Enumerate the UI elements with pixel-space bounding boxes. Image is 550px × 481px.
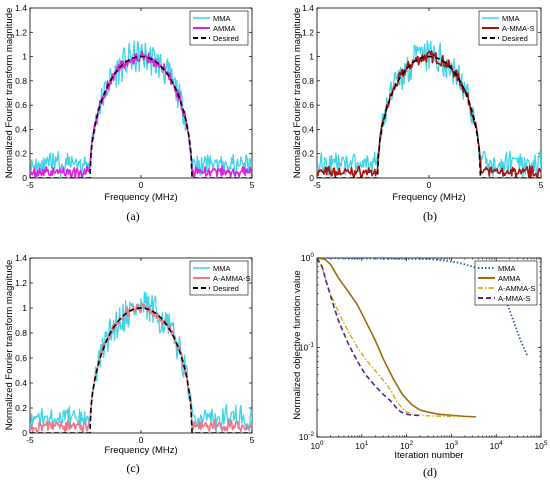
series-line-amma [317,258,476,418]
tick-label: 10-2 [299,431,315,442]
tick-label: 105 [534,440,547,451]
x-axis-label: Frequency (MHz) [104,192,177,203]
y-tick-label: 0.4 [15,124,27,134]
y-tick-label: 1 [22,303,27,313]
y-tick-label: 1.4 [15,253,27,263]
tick-label: 101 [355,440,368,451]
series-line-a-amma-s [317,258,460,418]
x-axis-label: Frequency (MHz) [392,192,465,203]
y-tick-label: 1.2 [15,278,27,288]
x-tick-label: 0 [139,435,144,445]
x-tick-label: -5 [313,180,321,190]
y-tick-label: 0.4 [302,124,314,134]
y-tick-label: 1 [309,52,314,62]
series-line-desired [317,55,541,178]
tick-label: 100 [310,440,323,451]
y-tick-label: 0.8 [15,76,27,86]
tick-label: 100 [301,252,314,263]
y-tick-label: 1.4 [15,3,27,13]
y-axis-label: Normalized objective function value [292,270,303,419]
chart-panel-4: 10-2 10-1 100 100 101 102 103 104 105 Iteration n… [292,252,548,479]
legend-label: MMA [498,264,516,273]
series-group [30,40,252,178]
y-tick-label: 1 [22,52,27,62]
x-tick-label: 0 [427,180,432,190]
panel-letter: (b) [423,209,437,223]
y-tick-label: 0.6 [15,353,27,363]
panel-letter: (a) [126,209,139,223]
series-line-mma [30,291,252,433]
y-tick-label: 0.2 [15,149,27,159]
y-tick-label: 1.2 [15,27,27,37]
legend-label: MMA [213,264,231,273]
series-line-a-mma-s [317,50,541,178]
x-tick-label: 5 [539,180,544,190]
x-axis-label: Frequency (MHz) [104,445,177,456]
legend-label: A-MMA-S [502,24,535,33]
legend-label: MMA [502,14,520,23]
legend-label: AMMA [213,24,236,33]
y-tick-label: 0.6 [302,100,314,110]
series-line-mma [30,40,252,178]
y-tick-label: 0.2 [302,149,314,159]
y-tick-label: 1.2 [302,27,314,37]
legend-label: AMMA [498,274,521,283]
tick-label: 102 [400,440,413,451]
y-tick-label: 0.8 [302,76,314,86]
y-axis-label: Normalized Fourier transform magnitude [4,8,15,179]
x-tick-label: 0 [139,180,144,190]
y-tick-label: 0.4 [15,378,27,388]
series-line-desired [30,55,252,178]
tick-label: 104 [490,440,503,451]
legend-label: Desired [502,34,528,43]
panel-letter: (c) [126,461,139,475]
x-tick-label: -5 [26,435,34,445]
y-axis-label: Normalized Fourier transform magnitude [4,260,15,431]
y-tick-label: 0 [22,428,27,438]
y-tick-label: 0 [22,173,27,183]
y-tick-label: 0 [309,173,314,183]
series-group [317,40,541,178]
series-line-a-amma-s [30,302,252,433]
y-tick-label: 0.8 [15,328,27,338]
legend-label: Desired [213,284,239,293]
y-tick-label: 0.2 [15,403,27,413]
legend-label: MMA [213,14,231,23]
tick-label: 103 [445,440,458,451]
legend-label: Desired [213,34,239,43]
series-line-mma [317,40,541,178]
series-group [30,291,252,433]
tick-label: 10-1 [299,342,315,353]
legend-label: A-AMMA-S [213,274,251,283]
y-tick-label: 0.6 [15,100,27,110]
legend-label: A-AMMA-S [498,284,536,293]
legend-label: A-MMA-S [498,294,531,303]
series-line-amma [30,50,252,178]
y-axis-label: Normalized Fourier transform magnitude [292,8,303,179]
series-line-a-mma-s [317,258,421,417]
series-line-desired [30,307,252,433]
x-axis-label: Iteration number [394,450,463,461]
x-tick-label: -5 [26,180,34,190]
panel-letter: (d) [423,465,437,479]
x-tick-label: 5 [250,180,255,190]
y-tick-label: 1.4 [302,3,314,13]
x-tick-label: 5 [250,435,255,445]
